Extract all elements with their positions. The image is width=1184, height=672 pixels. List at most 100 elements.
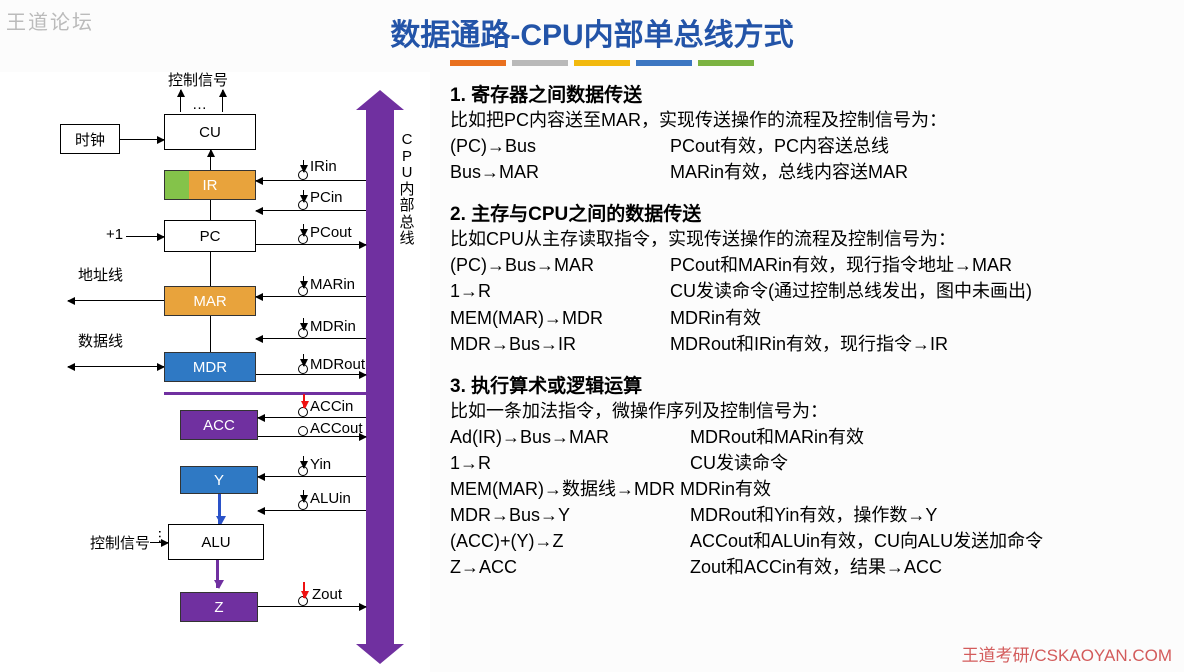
label-accin: ACCin <box>310 398 353 415</box>
internal-bus <box>366 108 394 646</box>
cpu-diagram: CPU内部总线 控制信号 … 时钟 CU IR IRin PC +1 PCin <box>0 72 430 672</box>
s2-r2-c1: MDRin有效 <box>670 305 1184 331</box>
arrow-y-alu <box>218 494 221 524</box>
alu-box: ALU <box>168 524 264 560</box>
s2-r1-c1: CU发读命令(通过控制总线发出，图中未画出) <box>670 278 1184 304</box>
sig-irin <box>303 160 304 172</box>
line-zout <box>258 606 366 607</box>
section1-table: (PC)→BusPCout有效，PC内容送总线 Bus→MARMARin有效，总… <box>450 133 1184 185</box>
s1-r1-c0: Bus→MAR <box>450 159 670 185</box>
line-cu-ir <box>210 150 211 170</box>
content-column: 1. 寄存器之间数据传送 比如把PC内容送至MAR，实现传送操作的流程及控制信号… <box>430 72 1184 672</box>
label-addrline: 地址线 <box>78 264 123 285</box>
ir-box: IR <box>164 170 256 200</box>
z-box: Z <box>180 592 258 622</box>
section2-table: (PC)→Bus→MARPCout和MARin有效，现行指令地址→MAR 1→R… <box>450 252 1184 356</box>
s3-r4-c0: (ACC)+(Y)→Z <box>450 528 690 554</box>
label-mdrin: MDRin <box>310 318 356 335</box>
cu-box: CU <box>164 114 256 150</box>
line-plus1 <box>126 236 164 237</box>
label-pcin: PCin <box>310 189 343 206</box>
bar-seg-4 <box>698 60 754 66</box>
sig-zout-red <box>303 582 305 598</box>
section2-intro: 比如CPU从主存读取指令，实现传送操作的流程及控制信号为： <box>450 226 1184 252</box>
s3-r1-c0: 1→R <box>450 450 690 476</box>
pc-box: PC <box>164 220 256 252</box>
s1-r0-c0: (PC)→Bus <box>450 133 670 159</box>
sig-mdrin <box>303 318 304 330</box>
line-accin <box>258 417 366 418</box>
bar-seg-0 <box>450 60 506 66</box>
label-ctrl-bottom: 控制信号 <box>90 532 150 553</box>
arrow-ctrl-top-1 <box>180 90 181 112</box>
bar-seg-2 <box>574 60 630 66</box>
section1-intro: 比如把PC内容送至MAR，实现传送操作的流程及控制信号为： <box>450 107 1184 133</box>
arrow-alu-z <box>216 560 219 588</box>
node-accout <box>298 426 308 436</box>
mar-box: MAR <box>164 286 256 316</box>
vconn-mar-mdr <box>210 316 211 352</box>
sig-mdrout <box>303 354 304 366</box>
section1-head: 1. 寄存器之间数据传送 <box>450 80 1184 107</box>
sig-pcout <box>303 224 304 236</box>
slide-title: 数据通路-CPU内部单总线方式 <box>0 0 1184 54</box>
s2-r0-c1: PCout和MARin有效，现行指令地址→MAR <box>670 252 1184 278</box>
line-addr <box>68 300 164 301</box>
label-pcout: PCout <box>310 224 352 241</box>
s3-r2-c0: MEM(MAR)→数据线→MDR MDRin有效 <box>450 476 1184 502</box>
s1-r0-c1: PCout有效，PC内容送总线 <box>670 133 1184 159</box>
watermark-top-left: 王道论坛 <box>6 6 94 35</box>
label-aluin: ALUin <box>310 490 351 507</box>
s2-r3-c1: MDRout和IRin有效，现行指令→IR <box>670 331 1184 357</box>
label-ctrl-top: 控制信号 <box>168 69 228 90</box>
line-data-l <box>68 366 80 367</box>
line-data <box>68 366 164 367</box>
sig-marin <box>303 276 304 288</box>
label-zout: Zout <box>312 586 342 603</box>
line-aluin <box>258 510 366 511</box>
s2-r3-c0: MDR→Bus→IR <box>450 331 670 357</box>
footer-brand: 王道考研/CSKAOYAN.COM <box>962 641 1172 666</box>
bar-seg-1 <box>512 60 568 66</box>
line-pcin <box>256 210 366 211</box>
s1-r1-c1: MARin有效，总线内容送MAR <box>670 159 1184 185</box>
label-mdrout: MDRout <box>310 356 365 373</box>
arrow-ctrl-top-2 <box>222 90 223 112</box>
color-bar <box>450 60 1184 66</box>
label-yin: Yin <box>310 456 331 473</box>
line-irin <box>256 180 366 181</box>
bus-label: CPU内部总线 <box>398 132 416 248</box>
sig-aluin <box>303 490 304 502</box>
line-ir-pc <box>210 200 211 220</box>
s3-r3-c0: MDR→Bus→Y <box>450 502 690 528</box>
line-data-r <box>152 366 164 367</box>
sig-pcin <box>303 190 304 202</box>
dots: … <box>192 96 207 113</box>
sig-accin-red <box>303 394 305 408</box>
section3-table: Ad(IR)→Bus→MARMDRout和MARin有效 1→RCU发读命令 M… <box>450 424 1184 581</box>
sig-yin <box>303 456 304 468</box>
label-irin: IRin <box>310 158 337 175</box>
section3-intro: 比如一条加法指令，微操作序列及控制信号为： <box>450 398 1184 424</box>
purple-bus-tap <box>164 392 366 395</box>
s3-r0-c1: MDRout和MARin有效 <box>690 424 1184 450</box>
s2-r0-c0: (PC)→Bus→MAR <box>450 252 670 278</box>
section2-head: 2. 主存与CPU之间的数据传送 <box>450 199 1184 226</box>
label-marin: MARin <box>310 276 355 293</box>
s3-r3-c1: MDRout和Yin有效，操作数→Y <box>690 502 1184 528</box>
y-box: Y <box>180 466 258 494</box>
line-pcout <box>256 244 366 245</box>
label-accout: ACCout <box>310 420 363 437</box>
s3-r5-c0: Z→ACC <box>450 554 690 580</box>
s3-r5-c1: Zout和ACCin有效，结果→ACC <box>690 554 1184 580</box>
line-yin <box>258 476 366 477</box>
vconn-pc-mar <box>210 252 211 286</box>
line-marin <box>256 296 366 297</box>
s3-r0-c0: Ad(IR)→Bus→MAR <box>450 424 690 450</box>
mdr-box: MDR <box>164 352 256 382</box>
line-mdrout <box>256 374 366 375</box>
s3-r1-c1: CU发读命令 <box>690 450 1184 476</box>
line-clock-cu <box>120 139 164 140</box>
label-plus1: +1 <box>106 226 123 243</box>
s3-r4-c1: ACCout和ALUin有效，CU向ALU发送加命令 <box>690 528 1184 554</box>
